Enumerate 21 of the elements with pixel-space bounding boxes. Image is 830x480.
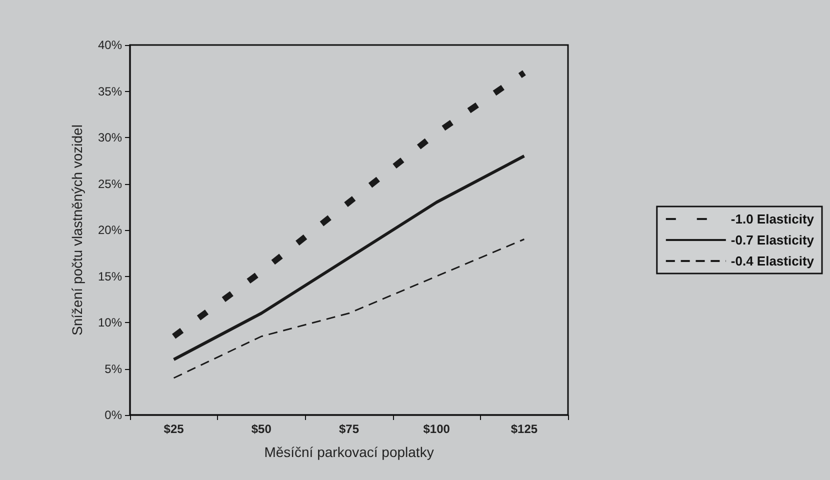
y-tick-label: 25% xyxy=(98,176,122,191)
y-tick-label: 5% xyxy=(104,362,122,376)
x-tick-label: $100 xyxy=(423,422,450,436)
legend-label: -0.4 Elasticity xyxy=(730,254,815,268)
x-tick-label: $75 xyxy=(338,422,360,436)
x-tick-label: $25 xyxy=(164,422,184,436)
y-axis-title: Snížení počtu vlastněných vozidel xyxy=(69,124,85,336)
x-tick-label: $50 xyxy=(251,422,272,436)
y-tick-label: 35% xyxy=(98,84,122,98)
y-tick-label: 10% xyxy=(98,316,122,330)
y-tick-label: 30% xyxy=(98,130,122,144)
line-series xyxy=(173,238,525,379)
y-tick-label: 0% xyxy=(104,408,122,422)
legend-label: -1.0 Elasticity xyxy=(730,212,815,226)
legend-label: -0.7 Elasticity xyxy=(730,232,815,248)
y-tick-label: 40% xyxy=(98,38,122,52)
x-tick-label: $125 xyxy=(510,422,538,436)
line-series xyxy=(172,154,526,361)
y-tick-label: 20% xyxy=(98,223,122,237)
x-axis-title: Měsíční parkovací poplatky xyxy=(264,444,434,460)
y-tick-label: 15% xyxy=(98,269,122,284)
